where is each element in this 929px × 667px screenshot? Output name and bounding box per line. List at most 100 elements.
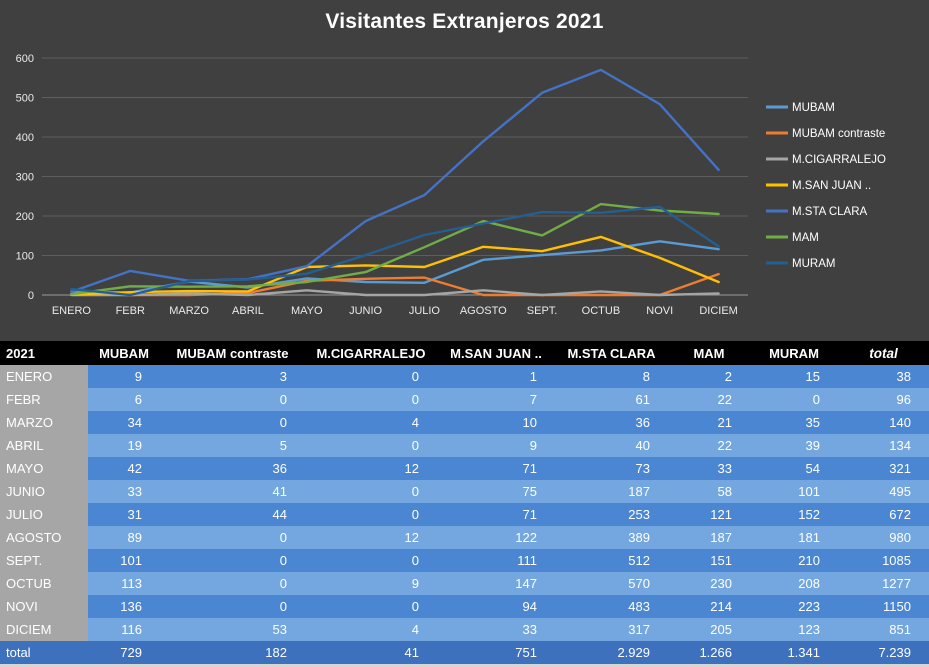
cell[interactable]: 136 (88, 595, 160, 618)
cell[interactable]: 34 (88, 411, 160, 434)
cell[interactable]: 5 (160, 434, 305, 457)
cell[interactable]: 512 (555, 549, 668, 572)
row-label[interactable]: MAYO (0, 457, 88, 480)
row-label[interactable]: MARZO (0, 411, 88, 434)
cell[interactable]: 483 (555, 595, 668, 618)
cell[interactable]: 1.266 (668, 641, 750, 664)
cell[interactable]: 0 (305, 365, 437, 388)
cell[interactable]: 0 (305, 388, 437, 411)
cell[interactable]: 89 (88, 526, 160, 549)
cell[interactable]: 22 (668, 434, 750, 457)
cell[interactable]: 9 (88, 365, 160, 388)
column-header[interactable]: M.SAN JUAN .. (437, 341, 555, 365)
cell[interactable]: 187 (555, 480, 668, 503)
cell[interactable]: 15 (750, 365, 838, 388)
cell[interactable]: 9 (305, 572, 437, 595)
row-label[interactable]: DICIEM (0, 618, 88, 641)
cell[interactable]: 53 (160, 618, 305, 641)
column-header[interactable]: MUBAM contraste (160, 341, 305, 365)
cell[interactable]: 0 (305, 595, 437, 618)
row-label[interactable]: NOVI (0, 595, 88, 618)
cell[interactable]: 31 (88, 503, 160, 526)
cell[interactable]: 495 (838, 480, 929, 503)
cell[interactable]: 208 (750, 572, 838, 595)
cell[interactable]: 38 (838, 365, 929, 388)
cell[interactable]: 2 (668, 365, 750, 388)
cell[interactable]: 4 (305, 411, 437, 434)
cell[interactable]: 61 (555, 388, 668, 411)
cell[interactable]: 253 (555, 503, 668, 526)
cell[interactable]: 39 (750, 434, 838, 457)
cell[interactable]: 0 (305, 549, 437, 572)
cell[interactable]: 122 (437, 526, 555, 549)
cell[interactable]: 140 (838, 411, 929, 434)
cell[interactable]: 182 (160, 641, 305, 664)
cell[interactable]: 230 (668, 572, 750, 595)
cell[interactable]: 123 (750, 618, 838, 641)
cell[interactable]: 3 (160, 365, 305, 388)
column-header[interactable]: 2021 (0, 341, 88, 365)
row-label[interactable]: AGOSTO (0, 526, 88, 549)
cell[interactable]: 223 (750, 595, 838, 618)
cell[interactable]: 121 (668, 503, 750, 526)
cell[interactable]: 1277 (838, 572, 929, 595)
row-label[interactable]: JUNIO (0, 480, 88, 503)
cell[interactable]: 9 (437, 434, 555, 457)
cell[interactable]: 58 (668, 480, 750, 503)
cell[interactable]: 1 (437, 365, 555, 388)
cell[interactable]: 94 (437, 595, 555, 618)
cell[interactable]: 152 (750, 503, 838, 526)
cell[interactable]: 729 (88, 641, 160, 664)
cell[interactable]: 147 (437, 572, 555, 595)
column-header[interactable]: M.CIGARRALEJO (305, 341, 437, 365)
cell[interactable]: 7.239 (838, 641, 929, 664)
cell[interactable]: 0 (160, 595, 305, 618)
cell[interactable]: 101 (750, 480, 838, 503)
cell[interactable]: 0 (160, 411, 305, 434)
cell[interactable]: 54 (750, 457, 838, 480)
cell[interactable]: 8 (555, 365, 668, 388)
cell[interactable]: 851 (838, 618, 929, 641)
cell[interactable]: 33 (437, 618, 555, 641)
cell[interactable]: 4 (305, 618, 437, 641)
cell[interactable]: 73 (555, 457, 668, 480)
cell[interactable]: 321 (838, 457, 929, 480)
cell[interactable]: 317 (555, 618, 668, 641)
cell[interactable]: 101 (88, 549, 160, 572)
cell[interactable]: 0 (160, 526, 305, 549)
cell[interactable]: 41 (160, 480, 305, 503)
cell[interactable]: 672 (838, 503, 929, 526)
column-header[interactable]: M.STA CLARA (555, 341, 668, 365)
cell[interactable]: 19 (88, 434, 160, 457)
cell[interactable]: 0 (750, 388, 838, 411)
cell[interactable]: 96 (838, 388, 929, 411)
column-header[interactable]: MAM (668, 341, 750, 365)
cell[interactable]: 0 (160, 572, 305, 595)
cell[interactable]: 35 (750, 411, 838, 434)
row-label[interactable]: SEPT. (0, 549, 88, 572)
cell[interactable]: 0 (160, 549, 305, 572)
cell[interactable]: 75 (437, 480, 555, 503)
cell[interactable]: 181 (750, 526, 838, 549)
row-label[interactable]: FEBR (0, 388, 88, 411)
cell[interactable]: 10 (437, 411, 555, 434)
cell[interactable]: 113 (88, 572, 160, 595)
row-label[interactable]: ENERO (0, 365, 88, 388)
cell[interactable]: 22 (668, 388, 750, 411)
cell[interactable]: 71 (437, 503, 555, 526)
column-header[interactable]: MURAM (750, 341, 838, 365)
cell[interactable]: 0 (305, 503, 437, 526)
cell[interactable]: 21 (668, 411, 750, 434)
cell[interactable]: 1.341 (750, 641, 838, 664)
column-header[interactable]: MUBAM (88, 341, 160, 365)
cell[interactable]: 40 (555, 434, 668, 457)
cell[interactable]: 389 (555, 526, 668, 549)
cell[interactable]: 210 (750, 549, 838, 572)
cell[interactable]: 2.929 (555, 641, 668, 664)
cell[interactable]: 1150 (838, 595, 929, 618)
cell[interactable]: 187 (668, 526, 750, 549)
row-label[interactable]: OCTUB (0, 572, 88, 595)
cell[interactable]: 751 (437, 641, 555, 664)
cell[interactable]: 33 (668, 457, 750, 480)
cell[interactable]: 0 (160, 388, 305, 411)
